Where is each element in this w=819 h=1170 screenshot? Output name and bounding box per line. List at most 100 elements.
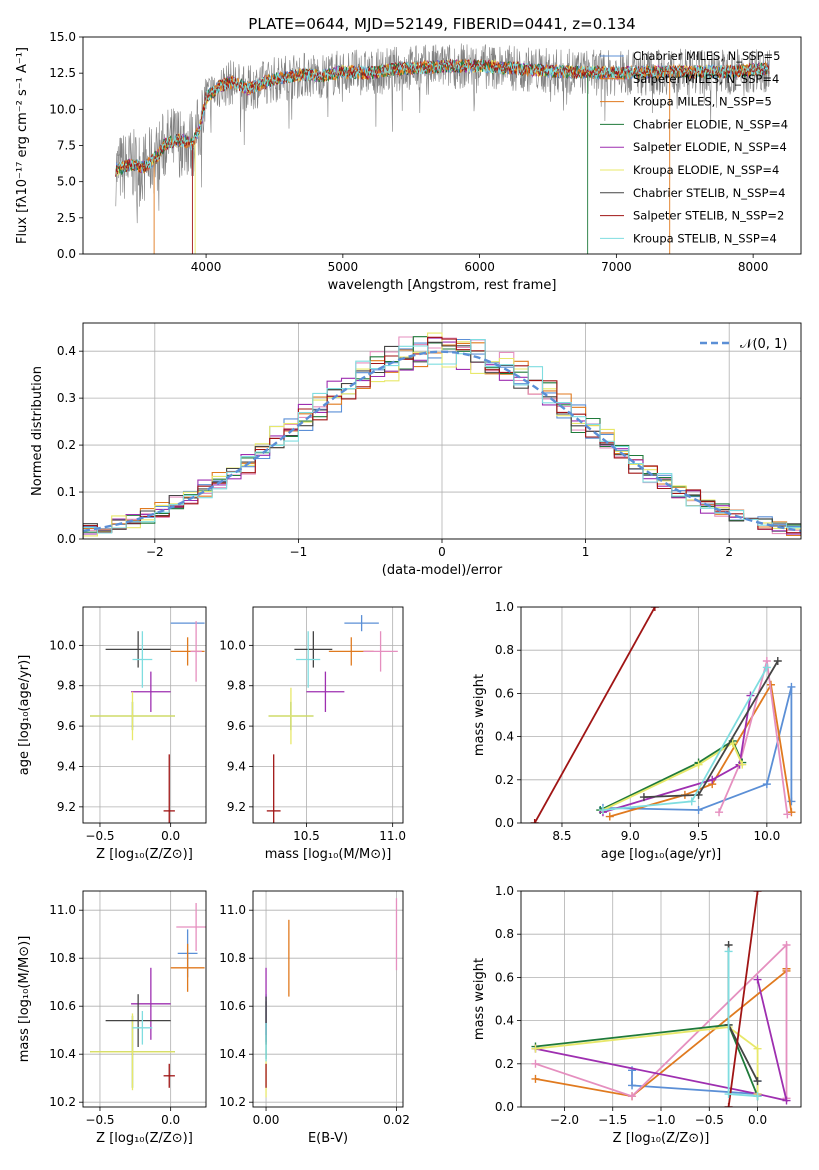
plus-marker — [782, 941, 791, 949]
x-tick-label: −1.5 — [598, 1113, 627, 1127]
y-tick-label: 9.6 — [227, 719, 246, 733]
errorbar-point — [363, 631, 398, 672]
age-vs-mass-panel: 10.5 11.0 9.2 9.4 9.6 9.8 10.0 mass [log₁₀(M/M⊙… — [219, 606, 406, 862]
age-vs-Z-xlabel: Z [log₁₀(Z/Z⊙)] — [96, 847, 193, 862]
errorbar-point — [132, 1011, 153, 1045]
x-tick-label: 1 — [582, 545, 590, 559]
errorbar-point — [268, 687, 314, 745]
x-tick-label: 0 — [438, 545, 446, 559]
x-tick-label: 10.5 — [293, 829, 320, 843]
weight-vs-age-panel: 8.5 9.0 9.5 10.0 0.0 0.2 0.4 0.6 0.8 1.0 age [log₁… — [472, 600, 802, 862]
x-tick-label: 2 — [725, 545, 733, 559]
mass-vs-Z-xlabel: Z [log₁₀(Z/Z⊙)] — [96, 1131, 193, 1146]
plus-marker — [753, 1092, 762, 1101]
weight-vs-Z-xlabel: Z [log₁₀(Z/Z⊙)] — [613, 1131, 710, 1146]
plus-marker — [628, 1092, 637, 1101]
errorbar-point — [170, 943, 205, 992]
residuals-panel: −2 −1 0 1 2 0.0 0.1 0.2 0.3 0.4 (data-model)/error… — [30, 322, 802, 578]
spectrum-panel: 4000 5000 6000 7000 8000 0.0 2.5 5.0 7.5 10.0 12.5… — [15, 30, 802, 293]
age-vs-Z-panel: −0.5 0.0 9.2 9.4 9.6 9.8 10.0 Z [log₁₀(Z/Z⊙)] ag… — [17, 606, 207, 862]
x-tick-label: 11.0 — [379, 829, 406, 843]
mass-vs-Z-frame — [82, 890, 207, 1108]
errorbar-point — [105, 994, 171, 1047]
plus-marker — [530, 819, 539, 823]
weight-vs-age-ylabel: mass weight — [472, 674, 487, 756]
errorbar-point — [163, 754, 175, 823]
plus-marker — [687, 797, 696, 806]
y-tick-label: 15.0 — [49, 30, 76, 44]
plus-marker — [605, 812, 614, 821]
y-tick-label: 10.0 — [49, 638, 76, 652]
mass-vs-EBV-xlabel: E(B-V) — [308, 1131, 348, 1146]
y-tick-label: 2.5 — [57, 211, 76, 225]
errorbar-point — [131, 671, 171, 712]
errorbar-point — [344, 615, 379, 632]
errorbar-point — [266, 754, 281, 823]
weight-vs-age-frame — [520, 606, 802, 824]
age-vs-mass-frame — [252, 606, 404, 824]
spectrum-model-line — [115, 58, 770, 177]
weight-series-line — [535, 1026, 759, 1094]
legend-entry: Salpeter ELODIE, N_SSP=4 — [633, 140, 787, 154]
y-tick-label: 0.2 — [495, 1057, 514, 1071]
y-tick-label: 0.0 — [495, 816, 514, 830]
y-tick-label: 0.2 — [495, 773, 514, 787]
residuals-ylabel: Normed distribution — [30, 366, 45, 496]
weight-series-line — [602, 741, 744, 811]
y-tick-label: 10.6 — [219, 999, 246, 1013]
errorbar-point — [90, 1013, 175, 1091]
x-tick-label: 0.00 — [253, 1113, 280, 1127]
plus-marker — [762, 663, 771, 672]
y-tick-label: 9.2 — [227, 800, 246, 814]
weight-vs-Z-plot-area — [521, 891, 801, 1107]
legend-entry: Chabrier ELODIE, N_SSP=4 — [633, 117, 788, 131]
y-tick-label: 10.2 — [49, 1095, 76, 1109]
y-tick-label: 0.8 — [495, 927, 514, 941]
x-tick-label: −0.5 — [85, 829, 114, 843]
plus-marker — [783, 810, 792, 819]
y-tick-label: 10.4 — [219, 1047, 246, 1061]
weight-series-line — [718, 660, 789, 815]
y-tick-label: 1.0 — [495, 600, 514, 614]
plus-marker — [762, 780, 771, 789]
y-tick-label: 9.8 — [227, 679, 246, 693]
plus-marker — [598, 806, 607, 815]
gaussian-curve — [83, 350, 801, 532]
weight-vs-age-xlabel: age [log₁₀(age/yr)] — [601, 847, 722, 862]
legend-entry: Kroupa STELIB, N_SSP=4 — [633, 231, 777, 245]
y-tick-label: 0.4 — [495, 1014, 514, 1028]
y-tick-label: 10.6 — [49, 999, 76, 1013]
spectrum-model-line — [115, 59, 770, 177]
x-tick-label: 0.0 — [161, 829, 180, 843]
plus-marker — [639, 793, 648, 802]
plus-marker — [738, 760, 747, 769]
x-tick-label: 0.02 — [383, 1113, 410, 1127]
plus-marker — [531, 1074, 540, 1083]
y-tick-label: 9.8 — [57, 679, 76, 693]
errorbar-point — [131, 967, 171, 1040]
y-tick-label: 0.1 — [57, 485, 76, 499]
mass-vs-EBV-panel: 0.00 0.02 10.2 10.4 10.6 10.8 11.0 E(B-V) — [219, 890, 410, 1146]
y-tick-label: 0.0 — [57, 532, 76, 546]
y-tick-label: 0.3 — [57, 391, 76, 405]
y-tick-label: 7.5 — [57, 139, 76, 153]
plus-marker — [724, 1090, 733, 1099]
errorbar-point — [132, 631, 153, 688]
weight-series-line — [535, 979, 788, 1102]
age-vs-Z-ylabel: age [log₁₀(age/yr)] — [17, 655, 32, 776]
plus-marker — [628, 1081, 637, 1090]
errorbar-point — [294, 631, 333, 668]
y-tick-label: 10.2 — [219, 1095, 246, 1109]
plus-marker — [724, 1103, 733, 1107]
errorbar-point — [296, 631, 321, 688]
x-tick-label: 0.0 — [161, 1113, 180, 1127]
errorbar-point — [306, 671, 345, 712]
y-tick-label: 0.6 — [495, 686, 514, 700]
plus-marker — [787, 808, 796, 817]
errorbar-point — [163, 1063, 175, 1088]
x-tick-label: −1 — [290, 545, 308, 559]
age-vs-Z-frame — [82, 606, 207, 824]
y-tick-label: 11.0 — [49, 903, 76, 917]
y-tick-label: 10.0 — [219, 638, 246, 652]
